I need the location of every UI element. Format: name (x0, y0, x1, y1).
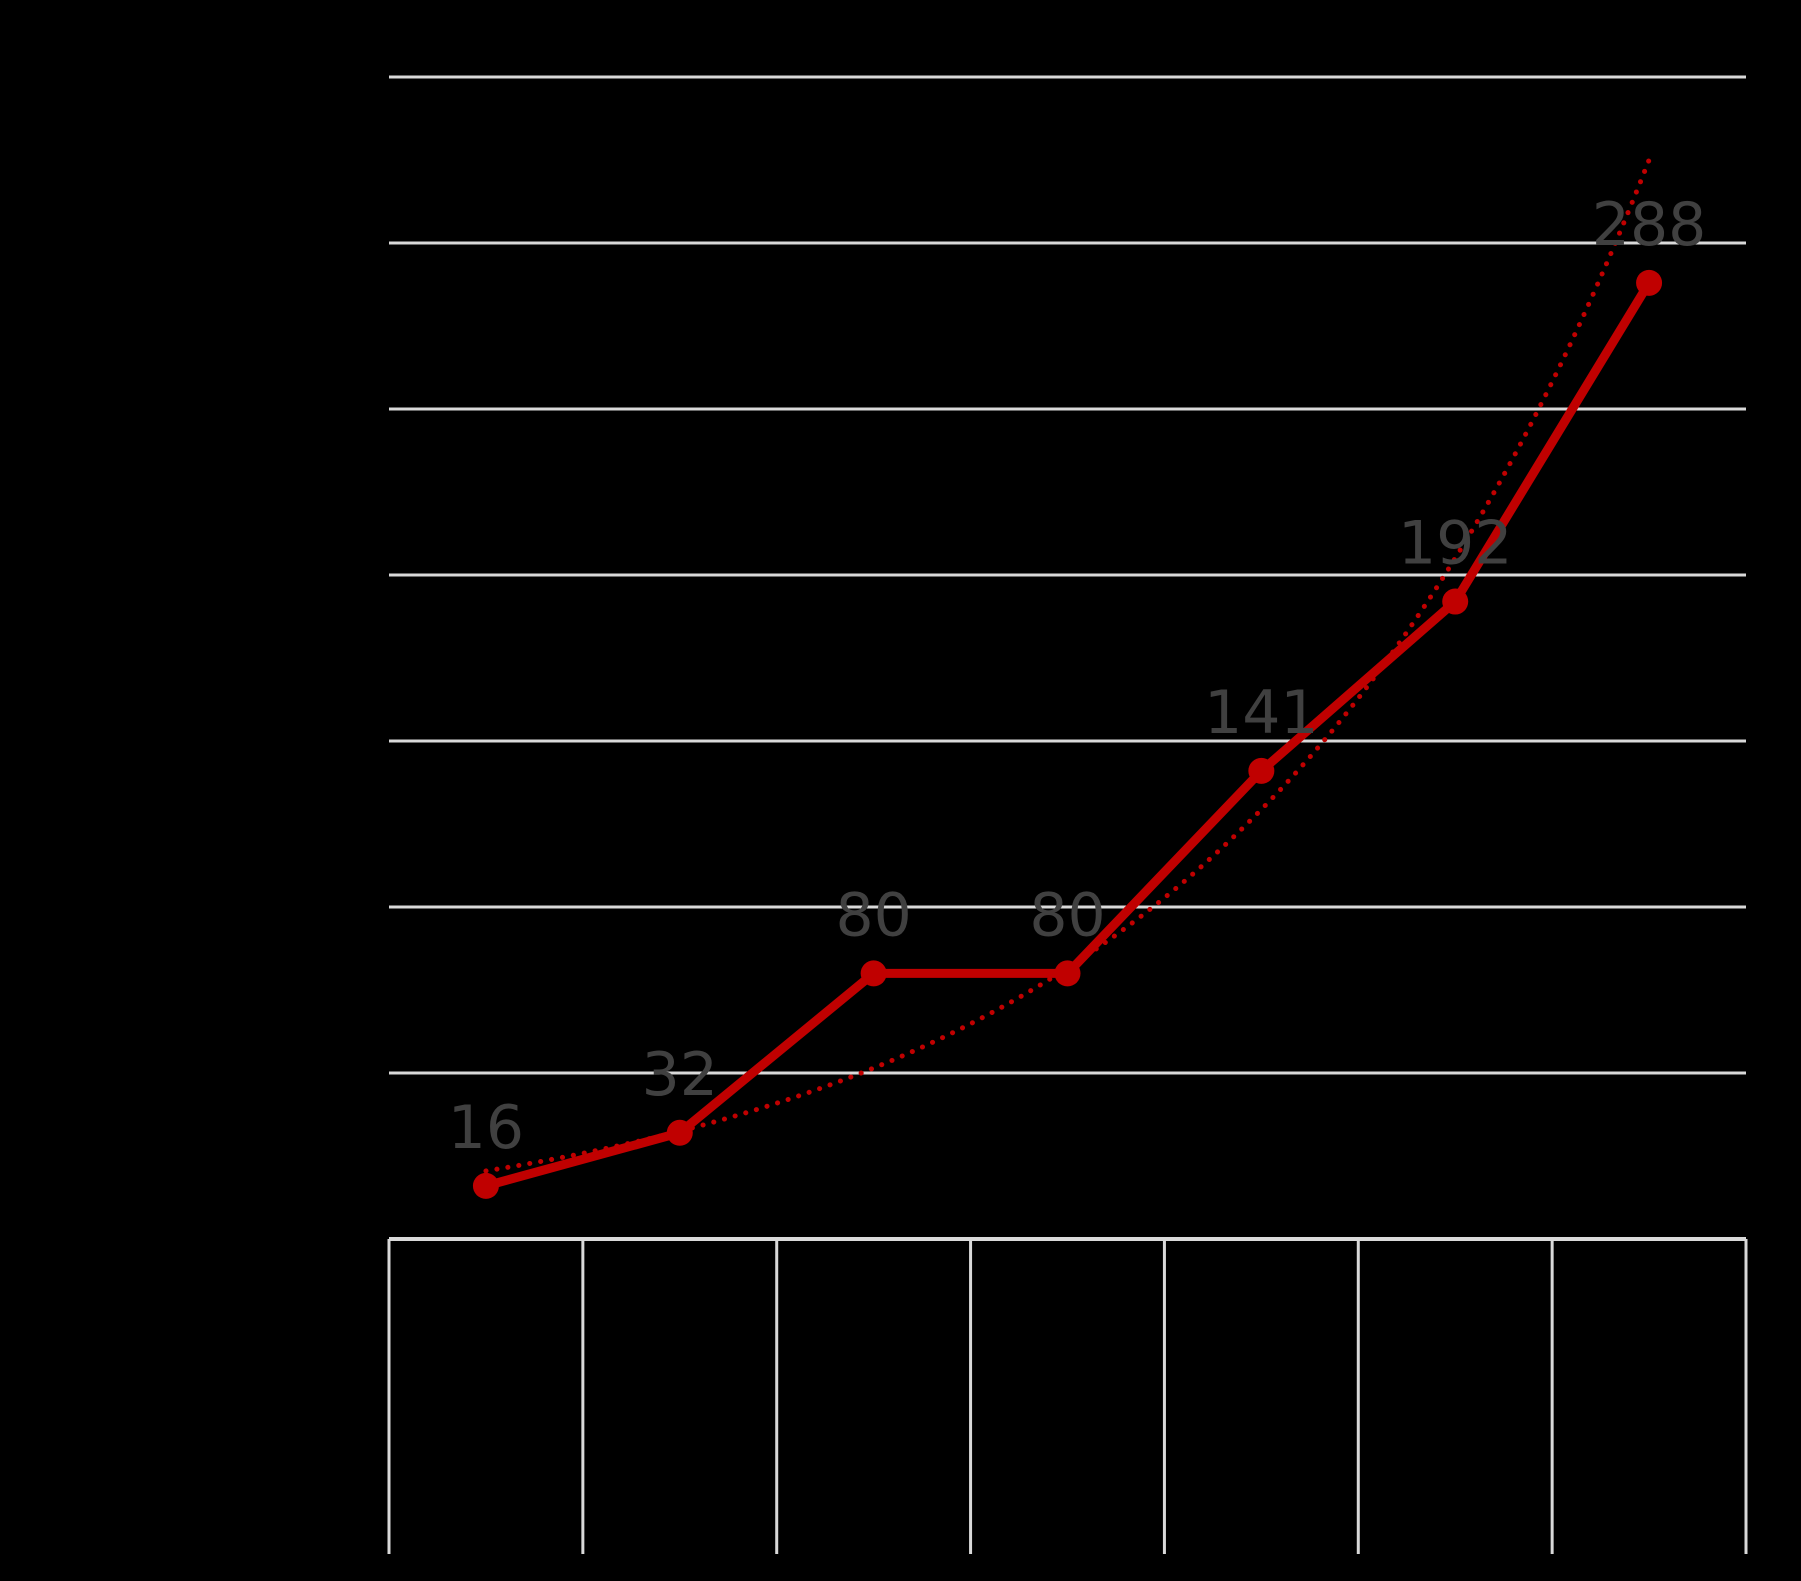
data-point-marker (666, 1119, 693, 1146)
data-label: 80 (1029, 880, 1105, 950)
data-label: 288 (1592, 190, 1707, 260)
data-series (472, 269, 1663, 1199)
data-label: 80 (835, 880, 911, 950)
data-label: 192 (1398, 509, 1513, 579)
data-point-marker (1248, 757, 1275, 784)
data-point-marker (860, 960, 887, 987)
data-label: 141 (1204, 678, 1319, 748)
data-point-marker (472, 1172, 499, 1199)
data-point-marker (1442, 588, 1469, 615)
data-label: 32 (642, 1040, 718, 1110)
category-axis (387, 1237, 1748, 1554)
data-point-marker (1054, 960, 1081, 987)
horizontal-gridlines (389, 75, 1746, 1075)
data-point-marker (1636, 269, 1663, 296)
data-label: 16 (448, 1093, 524, 1163)
data-labels: 16 32 80 80 141 192 288 (448, 190, 1707, 1163)
